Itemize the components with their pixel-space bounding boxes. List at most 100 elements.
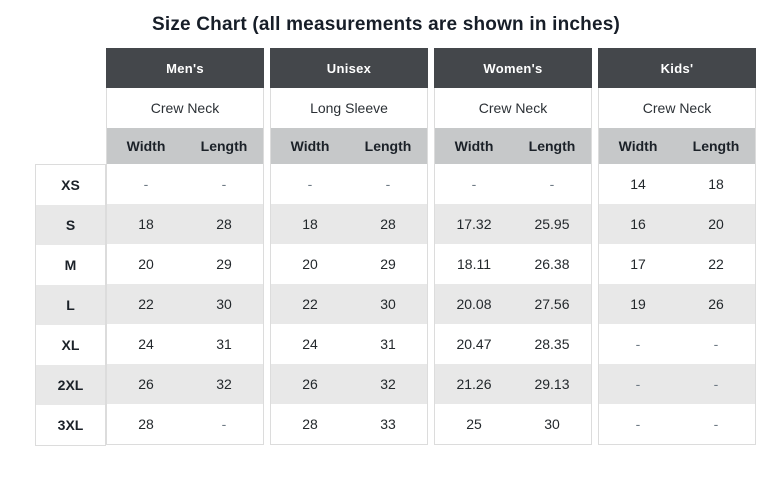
value-cell: -	[385, 176, 391, 192]
value-cell: 26	[302, 376, 318, 392]
table-row: --	[599, 324, 755, 364]
value-cell: 28	[216, 216, 232, 232]
subcolumn-header-row: Width Length	[599, 128, 755, 164]
group-body-mens: Crew Neck Width Length -- 18 28 20 29 22 30…	[106, 88, 264, 445]
value-cell: 30	[380, 296, 396, 312]
table-row: 18 28	[271, 204, 427, 244]
column-header-width: Width	[290, 138, 330, 154]
value-cell: -	[221, 416, 227, 432]
value-cell: -	[471, 176, 477, 192]
column-header-length: Length	[528, 138, 576, 154]
size-chart-page: Size Chart (all measurements are shown i…	[0, 14, 772, 502]
value-cell: -	[635, 336, 641, 352]
value-cell: 20	[302, 256, 318, 272]
value-cell: 18	[302, 216, 318, 232]
value-cell: 30	[544, 416, 560, 432]
table-row: --	[107, 164, 263, 204]
value-cell: 28.35	[534, 336, 570, 352]
value-cell: -	[143, 176, 149, 192]
size-cell: S	[36, 205, 105, 245]
table-row: 20.08 27.56	[435, 284, 591, 324]
column-header-width: Width	[454, 138, 494, 154]
table-row: 21.26 29.13	[435, 364, 591, 404]
column-group-womens: Women's Crew Neck Width Length -- 17.32 2…	[434, 48, 592, 445]
value-cell: 28	[138, 416, 154, 432]
value-cell: 20.08	[456, 296, 492, 312]
table-row: 24 31	[271, 324, 427, 364]
value-cell: -	[549, 176, 555, 192]
value-cell: 28	[302, 416, 318, 432]
table-row: 17.32 25.95	[435, 204, 591, 244]
table-row: 28 -	[107, 404, 263, 444]
table-row: --	[271, 164, 427, 204]
group-body-unisex: Long Sleeve Width Length -- 18 28 20 29 22…	[270, 88, 428, 445]
size-cell: XL	[36, 325, 105, 365]
value-cell: 18.11	[457, 256, 491, 272]
table-row: 26 32	[271, 364, 427, 404]
size-chart-table: XS S M L XL 2XL 3XL Men's Crew Neck Widt…	[35, 48, 772, 446]
value-cell: 18	[708, 176, 724, 192]
table-row: 17 22	[599, 244, 755, 284]
table-row: 28 33	[271, 404, 427, 444]
subcolumn-header-row: Width Length	[271, 128, 427, 164]
value-cell: -	[713, 336, 719, 352]
column-header-width: Width	[618, 138, 658, 154]
value-cell: 24	[138, 336, 154, 352]
value-cell: 22	[138, 296, 154, 312]
size-cell: M	[36, 245, 105, 285]
table-row: 16 20	[599, 204, 755, 244]
group-header-unisex: Unisex	[270, 48, 428, 88]
value-cell: 18	[138, 216, 154, 232]
style-row: Crew Neck	[435, 88, 591, 128]
value-cell: -	[635, 376, 641, 392]
value-cell: 32	[380, 376, 396, 392]
style-row: Long Sleeve	[271, 88, 427, 128]
style-row: Crew Neck	[107, 88, 263, 128]
style-row: Crew Neck	[599, 88, 755, 128]
table-row: 14 18	[599, 164, 755, 204]
value-cell: 29	[216, 256, 232, 272]
value-cell: -	[221, 176, 227, 192]
table-row: 25 30	[435, 404, 591, 444]
value-cell: 20	[138, 256, 154, 272]
value-cell: 29.13	[534, 376, 570, 392]
table-row: --	[599, 364, 755, 404]
value-cell: 20.47	[456, 336, 492, 352]
table-row: 18.11 26.38	[435, 244, 591, 284]
value-cell: 19	[630, 296, 646, 312]
column-group-kids: Kids' Crew Neck Width Length 14 18 16 20 1…	[598, 48, 756, 445]
table-row: 26 32	[107, 364, 263, 404]
value-cell: 25	[466, 416, 482, 432]
size-label-cells: XS S M L XL 2XL 3XL	[35, 164, 106, 446]
value-cell: 25.95	[534, 216, 570, 232]
subcolumn-header-row: Width Length	[435, 128, 591, 164]
group-body-kids: Crew Neck Width Length 14 18 16 20 17 22 19…	[598, 88, 756, 445]
table-row: 20.47 28.35	[435, 324, 591, 364]
table-row: 22 30	[107, 284, 263, 324]
table-row: --	[599, 404, 755, 444]
value-cell: 17.32	[456, 216, 492, 232]
table-row: 18 28	[107, 204, 263, 244]
value-cell: -	[713, 376, 719, 392]
size-cell: 3XL	[36, 405, 105, 445]
value-cell: 32	[216, 376, 232, 392]
table-row: 22 30	[271, 284, 427, 324]
value-cell: 17	[630, 256, 646, 272]
column-group-unisex: Unisex Long Sleeve Width Length -- 18 28 …	[270, 48, 428, 445]
group-header-kids: Kids'	[598, 48, 756, 88]
value-cell: 21.26	[456, 376, 492, 392]
value-cell: -	[307, 176, 313, 192]
value-cell: 16	[630, 216, 646, 232]
table-row: --	[435, 164, 591, 204]
value-cell: 28	[380, 216, 396, 232]
value-cell: -	[635, 416, 641, 432]
value-cell: 29	[380, 256, 396, 272]
value-cell: 22	[708, 256, 724, 272]
value-cell: 26	[708, 296, 724, 312]
page-title: Size Chart (all measurements are shown i…	[151, 14, 621, 35]
column-header-length: Length	[364, 138, 412, 154]
group-body-womens: Crew Neck Width Length -- 17.32 25.95 18.…	[434, 88, 592, 445]
size-cell: XS	[36, 165, 105, 205]
size-cell: 2XL	[36, 365, 105, 405]
value-cell: 26	[138, 376, 154, 392]
